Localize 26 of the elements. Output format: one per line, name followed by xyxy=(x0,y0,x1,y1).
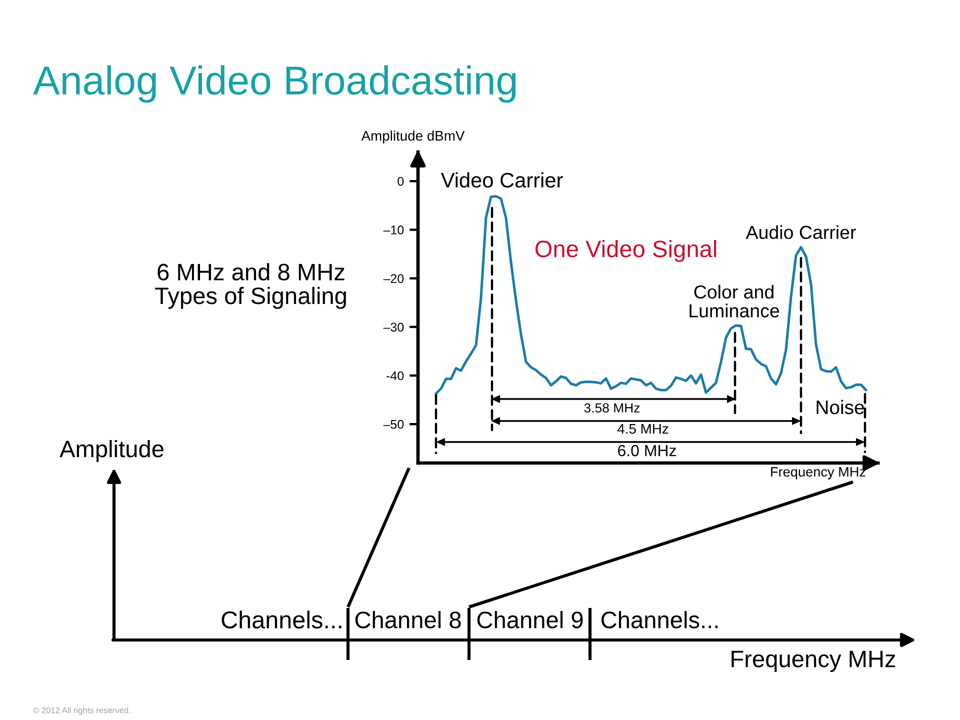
annotation: 6.0 MHz xyxy=(618,444,676,456)
annotation: Color and Luminance xyxy=(690,284,780,318)
y-tick-label: 0 xyxy=(398,176,404,186)
text: Channels... xyxy=(222,610,342,629)
y-tick-label: –10 xyxy=(383,226,404,234)
annotation: Video Carrier xyxy=(440,172,563,188)
y-axis-title: Amplitude dBmV xyxy=(361,130,465,144)
text: Channel 8 xyxy=(355,610,461,628)
y-tick-label: –50 xyxy=(383,420,404,429)
line-series xyxy=(434,194,868,395)
chart-title: Analog Video Broadcasting xyxy=(33,65,516,103)
annotation: One Video Signal xyxy=(535,240,716,262)
y-tick-label: -40 xyxy=(386,371,404,380)
annotation: Audio Carrier xyxy=(746,225,856,240)
text: Amplitude xyxy=(60,440,164,462)
y-tick-label: –30 xyxy=(383,322,404,332)
text: 6 MHz and 8 MHz Types of Signaling xyxy=(155,263,346,309)
x-axis-title: Frequency MHz xyxy=(771,467,866,480)
text: Frequency MHz xyxy=(732,650,896,672)
y-tick-label: –20 xyxy=(383,274,404,283)
text: © 2012 All rights reserved. xyxy=(33,707,130,715)
annotation: 4.5 MHz xyxy=(617,424,668,434)
annotation: 3.58 MHz xyxy=(584,403,640,413)
text: Channel 9 xyxy=(477,610,583,628)
text: Channels... xyxy=(601,610,718,628)
annotation: Noise xyxy=(816,400,864,414)
